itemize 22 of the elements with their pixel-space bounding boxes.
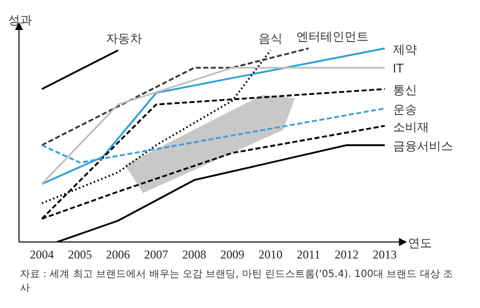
series-label: 금융서비스 <box>392 139 453 154</box>
x-tick-label: 2009 <box>220 248 244 262</box>
x-axis-title: 연도 <box>408 236 432 250</box>
x-tick-label: 2004 <box>30 248 54 262</box>
x-tick-label: 2006 <box>106 248 130 262</box>
x-tick-label: 2007 <box>144 248 168 262</box>
text: 자료 : 세계 최고 브랜드에서 배우는 오감 브랜딩, 마틴 린드스트롬('05.4). 100대 브랜드 대상 조사 <box>20 268 454 296</box>
series-label: 제약 <box>392 42 417 56</box>
y-axis-title: 성과 <box>8 13 32 27</box>
series-label: 엔터테인먼트 <box>296 29 369 44</box>
x-tick-label: 2008 <box>182 248 206 262</box>
series-label: 음식 <box>258 31 282 46</box>
x-tick-label: 2010 <box>258 248 282 262</box>
x-tick-label: 2013 <box>372 248 397 262</box>
x-tick-label: 2012 <box>334 248 359 262</box>
series-label: 자동차 <box>106 31 142 46</box>
series-label: 통신 <box>392 83 417 98</box>
series-label: 소비재 <box>392 120 429 134</box>
series-label: 운송 <box>392 102 417 116</box>
series-label: IT <box>392 62 404 76</box>
x-tick-label: 2005 <box>68 248 92 262</box>
x-tick-label: 2011 <box>296 248 320 262</box>
